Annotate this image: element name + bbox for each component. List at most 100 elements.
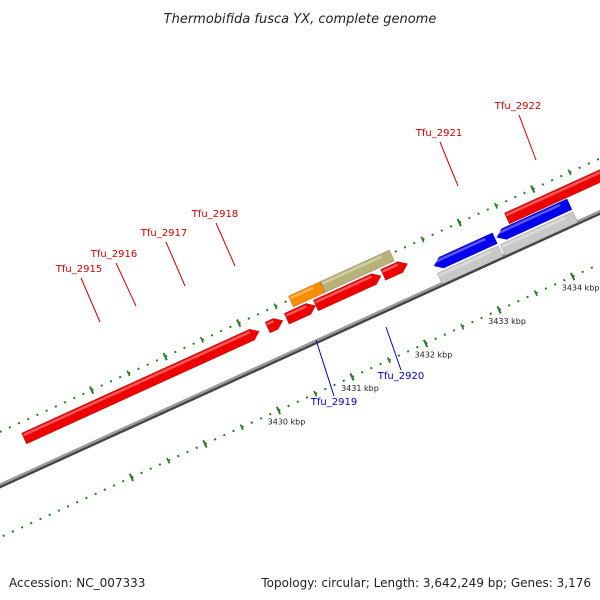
gene-label[interactable]: Tfu_2919 (310, 397, 357, 408)
gene-arrow-reverse[interactable] (494, 198, 573, 243)
scale-dot (284, 300, 287, 304)
scale-tick (236, 319, 242, 328)
gene-arrow-reverse-grey[interactable] (499, 211, 579, 256)
scale-dot (57, 509, 61, 512)
tick-label: 3433 kbp (488, 317, 526, 326)
scale-dot (559, 174, 563, 178)
scale-tick (313, 390, 318, 397)
gene-arrow-reverse-grey[interactable] (436, 245, 504, 285)
scale-dot (581, 270, 585, 274)
scale-dot (158, 463, 162, 466)
gene-leader-line (215, 222, 236, 267)
scale-dot (146, 363, 150, 366)
scale-dot (186, 450, 189, 454)
scale-dot (333, 383, 336, 387)
scale-dot (149, 467, 153, 471)
gene-label[interactable]: Tfu_2920 (377, 371, 424, 382)
scale-tick (422, 339, 429, 348)
scale-tick (126, 370, 131, 377)
scale-dot (379, 362, 382, 366)
scale-tick (199, 336, 204, 343)
scale-tick (162, 352, 168, 361)
gene-label[interactable]: Tfu_2918 (191, 209, 238, 220)
gene-highlight (438, 250, 492, 277)
scale-dot (443, 333, 447, 336)
scale-dot (183, 346, 186, 350)
gene-arrow-forward[interactable] (264, 315, 285, 334)
backbone-shadow (0, 28, 600, 509)
scale-dot (489, 312, 493, 316)
scale-dot (8, 426, 12, 429)
scale-dot (222, 433, 226, 437)
scale-dot (11, 530, 15, 533)
scale-dot (75, 500, 79, 504)
scale-dot (287, 404, 290, 408)
scale-dot (394, 250, 398, 253)
genome-title: Thermobifida fusca YX, complete genome (164, 12, 437, 27)
gene-leader-line (315, 339, 335, 397)
scale-tick (275, 406, 282, 415)
gene-highlight (505, 162, 600, 217)
scale-dot (109, 380, 113, 383)
tick-label: 3431 kbp (341, 384, 379, 393)
scale-tick (420, 236, 425, 243)
scale-dot (431, 233, 434, 237)
gene-arrow-forward[interactable] (503, 158, 600, 225)
gene-highlight (501, 216, 567, 248)
gene-leader-line (165, 241, 186, 287)
scale-dot (412, 241, 416, 245)
gene-arrow-forward-khaki[interactable] (319, 249, 395, 293)
scale-dot (121, 479, 125, 483)
gene-highlight (289, 286, 314, 300)
scale-dot (17, 421, 21, 425)
gene-arrow-reverse[interactable] (431, 232, 498, 272)
scale-tick (386, 357, 391, 364)
gene-leader-line (115, 262, 137, 307)
scale-dot (36, 413, 39, 417)
scale-dot (517, 299, 520, 303)
tick-label: 3432 kbp (415, 351, 453, 360)
scale-tick (89, 386, 95, 395)
scale-dot (29, 521, 33, 525)
scale-dot (192, 342, 195, 345)
gene-arrow-forward[interactable] (21, 326, 262, 445)
gene-label[interactable]: Tfu_2922 (494, 101, 541, 112)
gene-label[interactable]: Tfu_2915 (55, 264, 102, 275)
gene-label[interactable]: Tfu_2917 (140, 228, 187, 239)
scale-dot (403, 245, 407, 249)
scale-tick (349, 372, 355, 382)
scale-dot (523, 191, 526, 195)
scale-dot (507, 304, 511, 307)
gene-arrow-forward[interactable] (380, 258, 411, 281)
scale-dot (54, 405, 58, 408)
gene-leader-line (518, 114, 537, 161)
scale-dot (480, 316, 483, 320)
gene-highlight (382, 263, 399, 273)
scale-tick (460, 323, 465, 330)
scale-dot (210, 333, 214, 337)
scale-dot (440, 229, 444, 232)
scale-dot (587, 162, 591, 165)
scale-dot (324, 387, 327, 391)
scale-dot (550, 178, 554, 182)
scale-dot (45, 409, 48, 412)
gene-label[interactable]: Tfu_2921 (415, 128, 462, 139)
gene-leader-line (385, 326, 402, 371)
scale-dot (360, 371, 364, 374)
scale-dot (305, 396, 309, 399)
scale-dot (195, 446, 199, 450)
scale-dot (397, 354, 401, 357)
scale-dot (452, 329, 456, 332)
gene-arrow-forward[interactable] (312, 270, 383, 312)
gene-leader-line (80, 277, 101, 323)
scale-dot (526, 295, 529, 299)
scale-dot (406, 350, 410, 353)
scale-dot (471, 320, 474, 324)
scale-dot (48, 513, 51, 517)
scale-dot (82, 392, 85, 396)
scale-tick (202, 439, 208, 449)
gene-label[interactable]: Tfu_2916 (90, 249, 137, 260)
gene-arrow-forward[interactable] (283, 300, 318, 325)
scale-dot (173, 350, 177, 354)
scale-dot (247, 317, 251, 320)
